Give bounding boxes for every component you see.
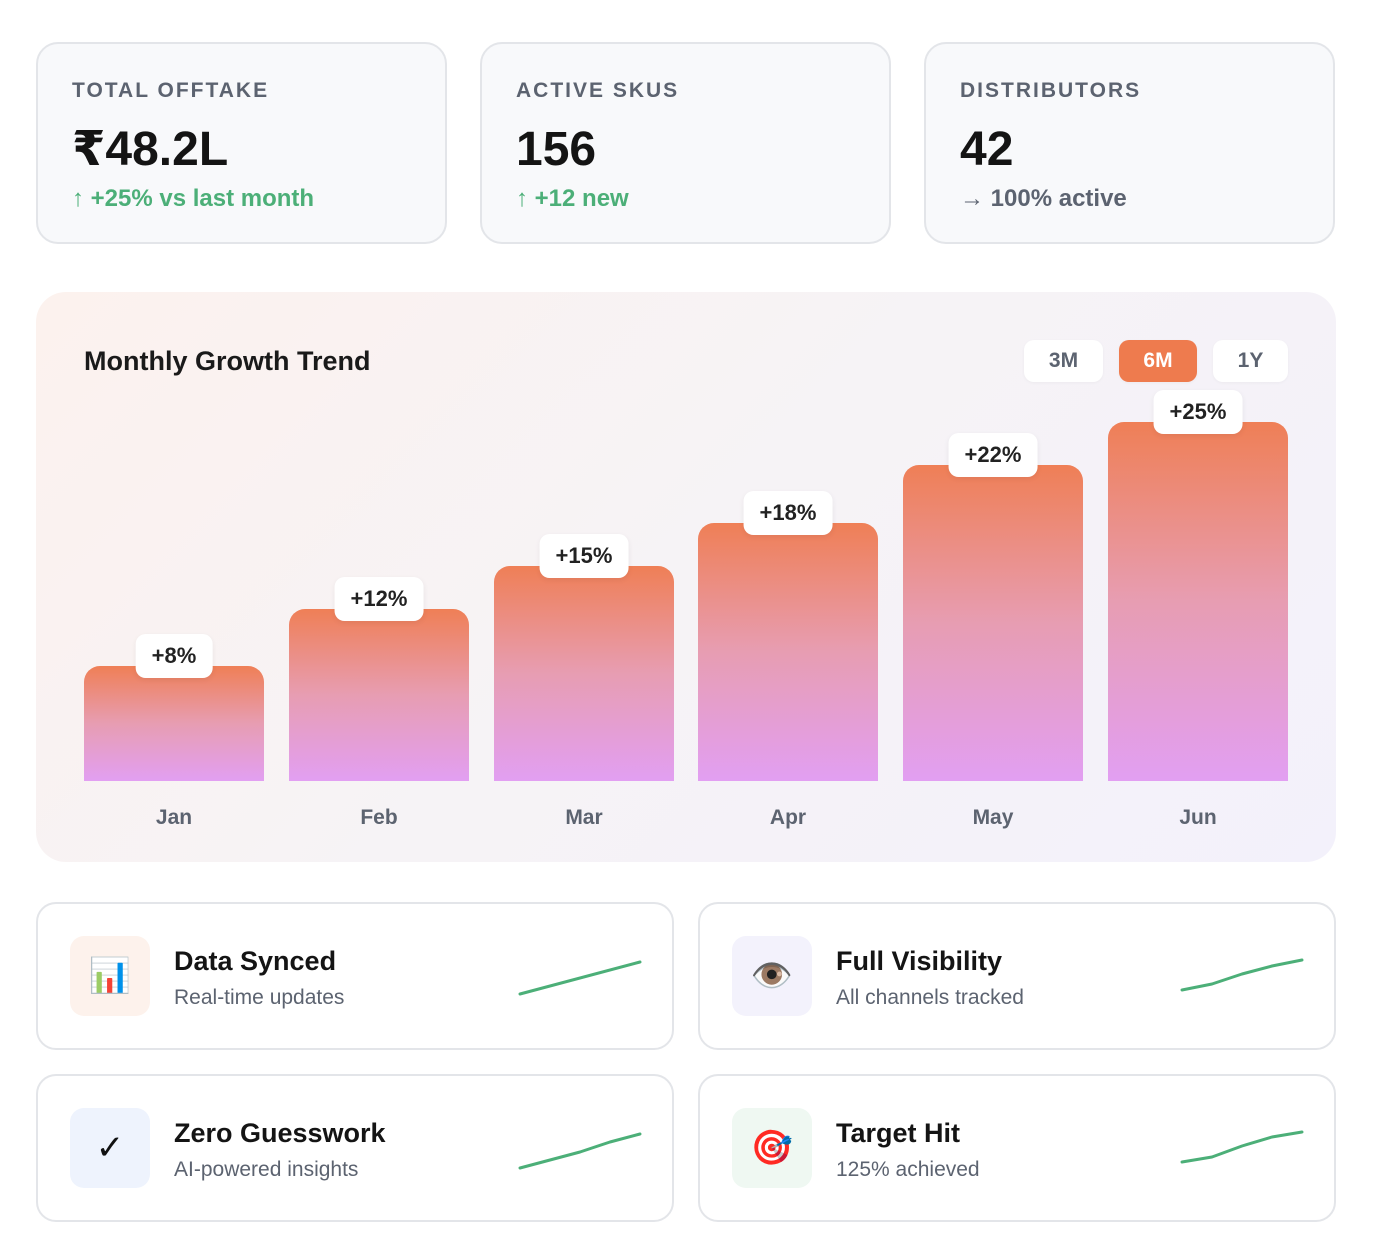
feature-subtitle: All channels tracked [836,986,1024,1009]
chart-bar [903,465,1083,781]
feature-card-zero-guesswork: ✓ Zero Guesswork AI-powered insights [36,1074,674,1222]
stat-card-total-offtake: TOTAL OFFTAKE ₹48.2L ↑ +25% vs last mont… [36,42,447,244]
chart-bar [494,566,674,781]
range-button-6m[interactable]: 6M [1119,340,1197,382]
feature-subtitle: AI-powered insights [174,1158,359,1181]
growth-chart-panel: Monthly Growth Trend 3M 6M 1Y +8% Jan +12%… [36,292,1336,862]
x-axis-tick-label: Mar [565,806,603,829]
stat-label: ACTIVE SKUS [516,79,680,102]
stat-label: TOTAL OFFTAKE [72,79,270,102]
sparkline-chart [1180,958,1304,992]
feature-title: Target Hit [836,1118,961,1148]
bar-value-label: +25% [1153,390,1243,434]
bar-value-label: +12% [334,577,424,621]
bar-value-label: +22% [948,433,1038,477]
feature-card-target-hit: 🎯 Target Hit 125% achieved [698,1074,1336,1222]
range-button-3m[interactable]: 3M [1024,340,1103,382]
stat-change: ↑ +25% vs last month [72,185,315,212]
chart-bar [698,523,878,781]
bar-value-label: +15% [539,534,629,578]
chart-bar [84,666,264,781]
x-axis-tick-label: Feb [360,806,398,829]
chart-title: Monthly Growth Trend [84,346,371,376]
chart-bar [289,609,469,781]
stat-value: 42 [960,123,1014,176]
x-axis-tick-label: Apr [769,806,807,829]
stat-change: ↑ +12 new [516,185,629,212]
stat-change: → 100% active [960,185,1127,212]
x-axis-tick-label: Jan [155,806,193,829]
feature-title: Zero Guesswork [174,1118,386,1148]
checkmark-icon: ✓ [70,1108,150,1188]
range-button-1y[interactable]: 1Y [1213,340,1288,382]
stat-value: 156 [516,123,597,176]
feature-title: Data Synced [174,946,337,976]
feature-subtitle: 125% achieved [836,1158,980,1181]
stat-card-distributors: DISTRIBUTORS 42 → 100% active [924,42,1335,244]
target-icon: 🎯 [732,1108,812,1188]
feature-card-full-visibility: 👁️ Full Visibility All channels tracked [698,902,1336,1050]
feature-card-data-synced: 📊 Data Synced Real-time updates [36,902,674,1050]
feature-subtitle: Real-time updates [174,986,345,1009]
stat-card-active-skus: ACTIVE SKUS 156 ↑ +12 new [480,42,891,244]
bar-value-label: +18% [743,491,833,535]
x-axis-tick-label: Jun [1179,806,1217,829]
eye-icon: 👁️ [732,936,812,1016]
x-axis-tick-label: May [972,806,1014,829]
chart-bar [1108,422,1288,781]
feature-title: Full Visibility [836,946,1003,976]
stat-value: ₹48.2L [72,123,229,176]
bar-value-label: +8% [135,634,213,678]
sparkline-chart [518,1132,642,1170]
sparkline-chart [518,960,642,996]
stat-label: DISTRIBUTORS [960,79,1142,102]
sparkline-chart [1180,1130,1304,1164]
bar-chart-icon: 📊 [70,936,150,1016]
